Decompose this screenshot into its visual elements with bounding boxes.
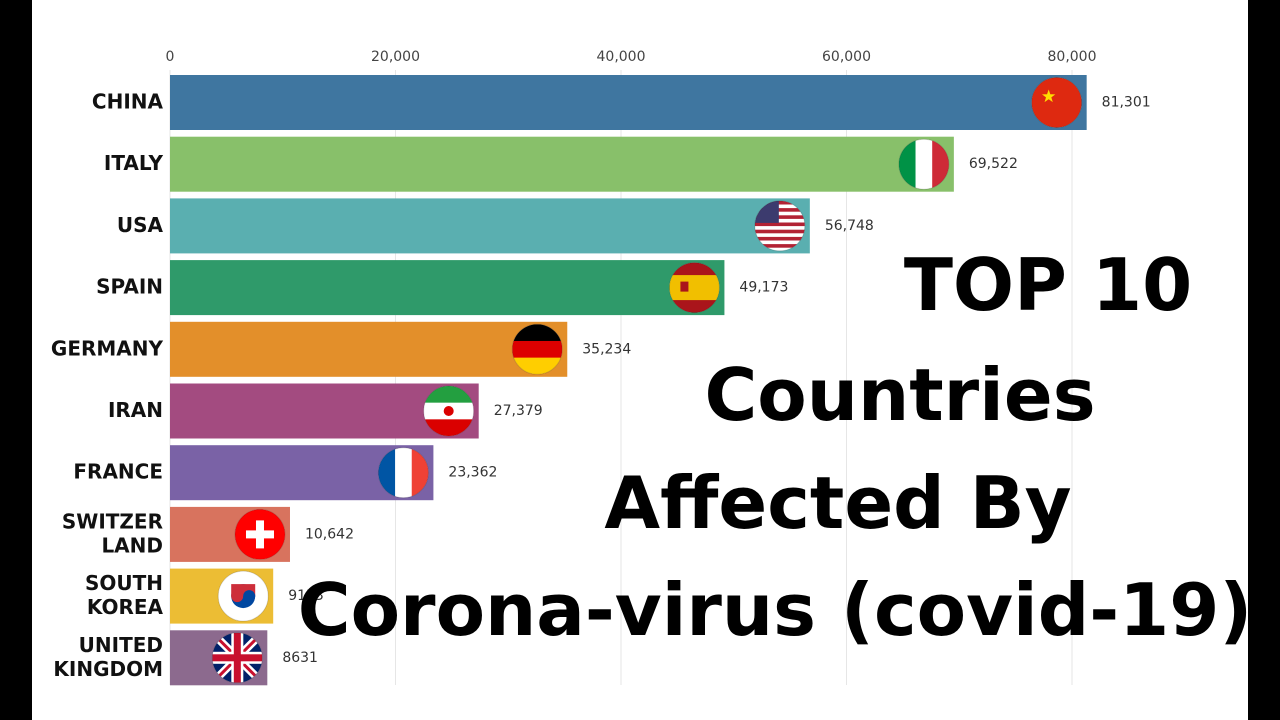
flag [234, 509, 285, 560]
flag-part [680, 281, 689, 292]
flag [754, 200, 805, 251]
bar [170, 75, 1087, 130]
value-label: 81,301 [1102, 95, 1151, 111]
flag-part [754, 222, 805, 227]
chart-title-line: Affected By [604, 461, 1071, 545]
flag-part [754, 200, 805, 205]
flag-border [234, 508, 286, 560]
x-tick-label: 20,000 [371, 49, 420, 65]
flag-part [669, 287, 720, 301]
flag [1031, 77, 1082, 128]
flag-part [423, 386, 474, 404]
flag [378, 447, 429, 498]
category-label-line: GERMANY [51, 336, 164, 360]
category-label: UNITED KINGDOM [53, 632, 163, 680]
flag-part [512, 324, 563, 342]
value-label: 8631 [282, 650, 318, 666]
flag [218, 571, 269, 622]
flag-part [411, 447, 429, 498]
x-tick-label: 80,000 [1048, 49, 1097, 65]
flag-part [378, 447, 396, 498]
category-label-line: UNITED [79, 632, 163, 656]
bar [170, 321, 568, 377]
category-label: FRANCE [73, 459, 163, 483]
flag-part [754, 244, 805, 248]
value-label: 69,522 [969, 156, 1018, 172]
value-label: 35,234 [582, 341, 631, 357]
flag-part [243, 590, 256, 603]
flag-border [1031, 77, 1083, 128]
category-label: ITALY [104, 151, 164, 175]
flag [212, 632, 263, 683]
category-label: GERMANY [51, 336, 164, 360]
flag-part [231, 590, 244, 603]
flag-border [217, 570, 269, 622]
value-label: 27,379 [494, 403, 543, 419]
category-label: SPAIN [96, 274, 163, 298]
category-label-line: FRANCE [73, 459, 163, 483]
flag-part [1031, 77, 1082, 128]
flag-part [754, 236, 805, 241]
category-label-line: LAND [101, 533, 163, 557]
bar [170, 198, 810, 254]
flag-part [512, 340, 563, 359]
flag-border [211, 632, 263, 684]
category-label-line: KOREA [87, 595, 164, 619]
flag-part [754, 208, 805, 212]
chart-title-line: TOP 10 [904, 243, 1192, 327]
category-label: SOUTH KOREA [85, 571, 164, 619]
chart-title-line: Countries [704, 353, 1095, 437]
category-label-line: USA [117, 212, 164, 236]
value-label: 49,173 [739, 280, 788, 296]
category-label-line: KINGDOM [53, 656, 163, 680]
flag [512, 324, 563, 375]
x-tick-label: 60,000 [822, 49, 871, 65]
category-label: IRAN [108, 398, 163, 422]
chart-title: TOP 10 Countries Affected By Corona-virus (… [298, 243, 1253, 652]
flag-part [423, 419, 474, 436]
value-label: 10,642 [305, 526, 354, 542]
flag-part [898, 139, 917, 190]
flag-part [915, 139, 933, 190]
flag-border [754, 200, 806, 252]
flag-part [754, 229, 805, 234]
bar [170, 136, 954, 192]
category-label: CHINA [92, 89, 164, 113]
x-tick-label: 0 [166, 49, 175, 65]
category-label-line: CHINA [92, 89, 164, 113]
flag-part [1042, 89, 1056, 103]
category-label-line: SPAIN [96, 274, 163, 298]
value-label: 23,362 [448, 465, 497, 481]
flag-part [245, 530, 274, 539]
category-label-line: ITALY [104, 151, 164, 175]
flag-part [754, 215, 805, 219]
flag-part [443, 406, 454, 416]
value-label: 9153 [288, 588, 324, 604]
flag [423, 386, 474, 436]
flag-border [423, 385, 475, 437]
flag [898, 139, 949, 190]
flag-part [212, 654, 263, 662]
flag-part [512, 357, 563, 375]
category-label-line: SWITZER [62, 509, 163, 533]
value-label: 56,748 [825, 218, 874, 234]
flag-border [511, 323, 563, 375]
bar [170, 260, 725, 316]
category-label: USA [117, 212, 164, 236]
flag-part [932, 139, 949, 190]
chart-title-line: Corona-virus (covid-19) [298, 568, 1253, 652]
flag-border [668, 262, 720, 314]
category-label-line: IRAN [108, 398, 163, 422]
flag-border [377, 447, 429, 499]
flag-part [395, 447, 413, 498]
category-label-line: SOUTH [85, 571, 163, 595]
flag-part [669, 275, 720, 289]
flag-border [898, 138, 950, 190]
category-label: SWITZER LAND [62, 509, 163, 557]
x-tick-label: 40,000 [597, 49, 646, 65]
